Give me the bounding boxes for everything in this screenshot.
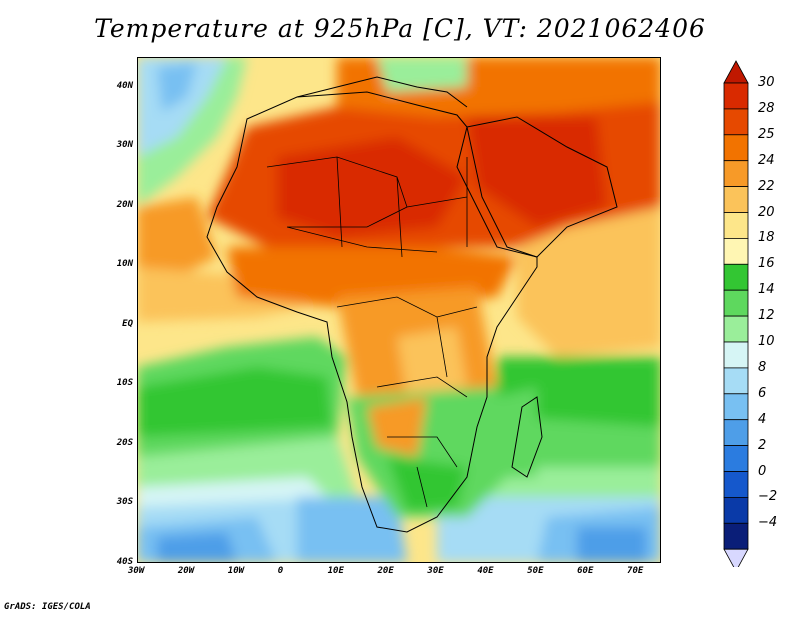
colorbar-tick-label: 14	[758, 282, 775, 298]
mediterranean-outline	[296, 76, 468, 108]
colorbar-tick-label: 4	[758, 411, 767, 427]
colorbar-segment	[723, 471, 749, 498]
colorbar-segment	[723, 289, 749, 317]
colorbar-segment	[723, 82, 749, 110]
lat-tick-label: EQ	[122, 318, 133, 329]
arabia-outline	[466, 116, 618, 258]
colorbar-segment	[723, 419, 749, 447]
colorbar-bottom-arrow	[723, 548, 749, 567]
lat-tick-label: 40N	[116, 80, 133, 91]
colorbar-tick-label: 18	[758, 230, 775, 246]
lon-tick-label: 30W	[128, 566, 145, 576]
colorbar-tick-label: 30	[758, 75, 775, 90]
colorbar-tick-label: 6	[758, 385, 767, 401]
chart-title: Temperature at 925hPa [C], VT: 202106240…	[94, 14, 706, 43]
colorbar-segment	[723, 393, 749, 421]
colorbar-tick-label: 12	[758, 308, 775, 324]
lon-tick-label: 0	[277, 566, 284, 576]
lat-tick-label: 30N	[116, 140, 133, 151]
lon-tick-label: 30E	[427, 566, 444, 576]
colorbar-segment	[723, 237, 749, 265]
colorbar-segment	[723, 315, 749, 343]
lon-tick-label: 70E	[627, 566, 644, 576]
lon-tick-label: 40E	[477, 566, 494, 576]
lat-tick-label: 20S	[116, 437, 133, 448]
lon-tick-label: 20W	[177, 566, 195, 576]
colorbar-segment	[723, 367, 749, 395]
lon-tick-label: 60E	[577, 566, 594, 576]
colorbar-tick-label: 20	[758, 204, 775, 220]
lat-tick-label: 10N	[116, 259, 133, 270]
lat-tick-label: 10S	[116, 378, 133, 389]
lon-tick-label: 10W	[227, 566, 245, 576]
colorbar-segment	[723, 263, 749, 291]
colorbar-segment	[723, 108, 749, 136]
africa-coastline	[206, 91, 538, 533]
colorbar-segment	[723, 522, 749, 550]
colorbar-tick-label: 0	[758, 463, 767, 479]
lon-tick-label: 20E	[377, 566, 394, 576]
colorbar-tick-label: 22	[758, 178, 775, 194]
lon-tick-label: 50E	[527, 566, 544, 576]
colorbar-tick-label: 10	[758, 334, 775, 349]
colorbar-tick-label: −2	[758, 489, 778, 505]
colorbar-tick-label: 24	[758, 152, 775, 168]
temperature-map	[137, 57, 661, 563]
colorbar-tick-label: 16	[758, 256, 775, 272]
colorbar-segment	[723, 134, 749, 162]
colorbar-tick-label: −4	[758, 515, 778, 531]
country-borders	[266, 156, 478, 508]
lat-tick-label: 40S	[116, 557, 133, 567]
colorbar-segment	[723, 186, 749, 213]
lon-tick-label: 10E	[327, 566, 344, 576]
colorbar-tick-label: 8	[758, 359, 767, 375]
colorbar-segment	[723, 496, 749, 524]
map-border	[137, 57, 661, 563]
colorbar-segment	[723, 445, 749, 472]
madagascar-outline	[511, 396, 543, 478]
colorbar-segment	[723, 341, 749, 369]
colorbar-segment	[723, 160, 749, 187]
colorbar-tick-label: 28	[758, 100, 775, 116]
colorbar-top-arrow	[723, 60, 749, 84]
footer-credit: GrADS: IGES/COLA	[4, 602, 91, 612]
lat-tick-label: 20N	[116, 199, 133, 210]
colorbar-tick-label: 25	[758, 126, 775, 142]
colorbar-segment	[723, 212, 749, 239]
colorbar	[723, 60, 749, 567]
lat-tick-label: 30S	[116, 497, 133, 508]
colorbar-tick-label: 2	[758, 437, 767, 453]
